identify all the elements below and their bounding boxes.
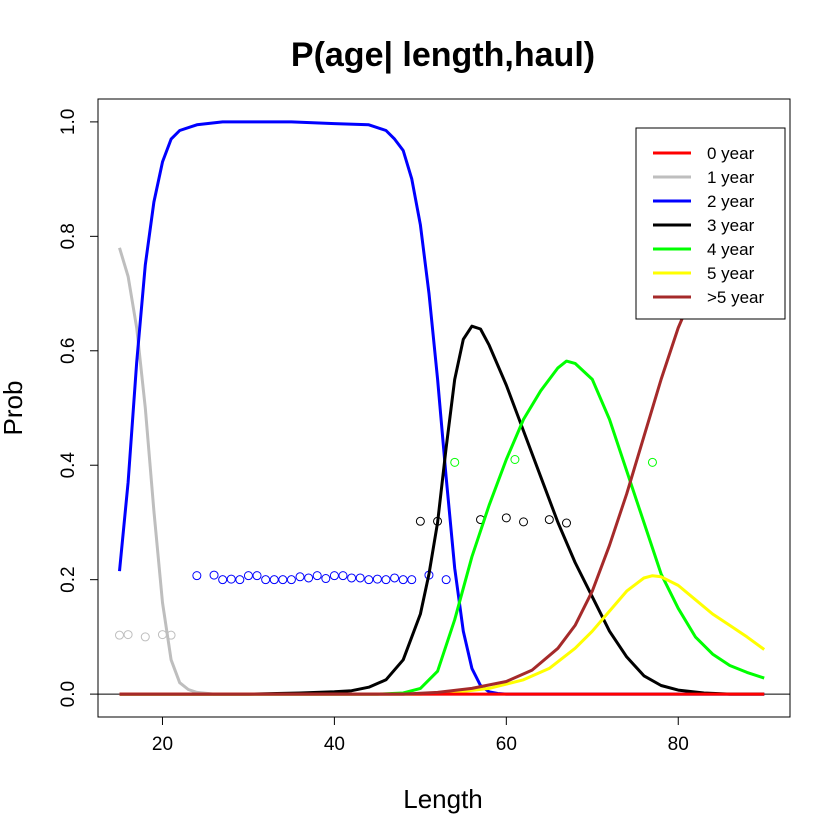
data-point-2-year <box>269 575 279 585</box>
data-point-2-year <box>218 575 228 585</box>
y-tick-label: 1.0 <box>58 109 79 135</box>
y-tick-label: 0.6 <box>58 338 79 364</box>
x-tick-label: 20 <box>152 734 173 755</box>
data-point-1-year <box>157 630 167 640</box>
legend-label-gt5-year: >5 year <box>707 288 765 307</box>
chart-title: P(age| length,haul) <box>291 36 595 74</box>
data-point-2-year <box>295 572 305 582</box>
series-line-4-year <box>119 359 765 696</box>
data-point-2-year <box>364 575 374 585</box>
data-point-4-year <box>450 457 460 467</box>
data-point-2-year <box>355 573 365 583</box>
data-point-1-year <box>123 630 133 640</box>
data-point-1-year <box>140 632 150 642</box>
data-point-4-year <box>510 455 520 464</box>
data-point-4-year <box>647 457 657 467</box>
plot-frame <box>97 98 791 718</box>
data-point-2-year <box>441 575 451 585</box>
data-point-2-year <box>226 574 236 584</box>
y-tick-label: 0.2 <box>58 566 79 592</box>
data-point-2-year <box>398 575 408 585</box>
legend-label-1-year: 1 year <box>707 168 755 187</box>
x-axis: 20 40 60 80 <box>152 717 689 755</box>
data-point-3-year <box>519 517 529 527</box>
x-tick-label: 40 <box>324 734 345 755</box>
data-point-2-year <box>381 575 391 585</box>
data-point-3-year <box>544 515 554 525</box>
legend-label-0-year: 0 year <box>707 144 755 163</box>
legend: 0 year 1 year 2 year 3 year 4 year 5 year >5 y… <box>635 127 786 320</box>
series-line-2-year <box>118 120 765 696</box>
data-point-2-year <box>278 575 288 585</box>
legend-label-4-year: 4 year <box>707 240 755 259</box>
data-point-2-year <box>252 571 262 581</box>
data-point-2-year <box>304 573 314 583</box>
legend-label-5-year: 5 year <box>707 264 755 283</box>
series-line-3-year <box>119 324 765 696</box>
series-layer <box>114 120 766 696</box>
data-point-2-year <box>286 575 296 585</box>
data-point-2-year <box>329 571 339 581</box>
data-point-2-year <box>261 575 271 585</box>
y-tick-label: 0.4 <box>58 452 79 479</box>
data-point-3-year <box>415 516 425 526</box>
x-tick-label: 60 <box>496 734 517 755</box>
data-point-3-year <box>561 518 571 528</box>
data-point-1-year <box>114 630 124 640</box>
legend-label-3-year: 3 year <box>707 216 755 235</box>
data-point-2-year <box>312 571 322 581</box>
x-axis-title: Length <box>403 784 483 814</box>
legend-label-2-year: 2 year <box>707 192 755 211</box>
y-axis-title: Prob <box>0 381 28 436</box>
series-line-5-year <box>119 574 766 696</box>
x-tick-label: 80 <box>668 734 689 755</box>
data-point-2-year <box>235 575 245 585</box>
y-tick-label: 0.8 <box>58 223 79 249</box>
data-point-2-year <box>321 574 331 584</box>
data-point-2-year <box>390 573 400 583</box>
data-point-2-year <box>347 573 357 583</box>
y-tick-label: 0.0 <box>58 681 79 707</box>
data-point-2-year <box>372 574 382 584</box>
data-point-2-year <box>407 575 417 585</box>
data-point-2-year <box>192 571 202 581</box>
y-axis: 0.0 0.2 0.4 0.6 0.8 1.0 <box>58 109 98 707</box>
data-point-2-year <box>209 570 219 580</box>
data-point-2-year <box>243 571 253 581</box>
data-point-3-year <box>501 513 511 523</box>
data-point-2-year <box>338 571 348 581</box>
